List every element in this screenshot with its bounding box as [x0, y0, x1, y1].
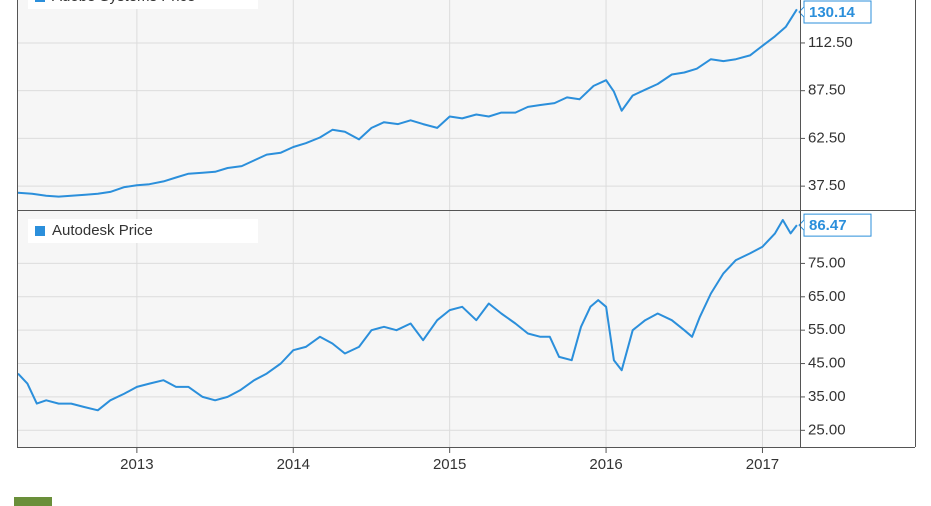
x-tick-label: 2015 — [433, 456, 466, 473]
legend-box — [28, 219, 258, 243]
legend-label: Autodesk Price — [52, 222, 153, 239]
y-tick-label: 65.00 — [808, 288, 846, 305]
legend-box — [28, 0, 258, 9]
price-line — [17, 8, 798, 198]
x-tick-label: 2013 — [120, 456, 153, 473]
legend-swatch — [35, 0, 45, 2]
legend-swatch — [35, 226, 45, 236]
x-tick-label: 2016 — [589, 456, 622, 473]
x-tick-label: 2017 — [746, 456, 779, 473]
last-value-label: 130.14 — [809, 4, 856, 21]
y-tick-label: 87.50 — [808, 82, 846, 99]
legend-label: Adobe Systems Price — [52, 0, 195, 5]
last-value-label: 86.47 — [809, 217, 847, 234]
panel: 37.50 62.50 87.50 112.50 Adobe Systems Price… — [17, 0, 872, 210]
y-tick-label: 45.00 — [808, 355, 846, 372]
last-value-pointer — [798, 6, 805, 18]
y-tick-label: 25.00 — [808, 421, 846, 438]
y-tick-label: 35.00 — [808, 388, 846, 405]
last-value-pointer — [798, 219, 805, 231]
y-tick-label: 37.50 — [808, 177, 846, 194]
y-tick-label: 75.00 — [808, 254, 846, 271]
y-tick-label: 55.00 — [808, 321, 846, 338]
panel: 2013 2014 2015 2016 2017 25.00 35.00 45.00 55.00… — [17, 210, 872, 473]
y-tick-label: 112.50 — [808, 34, 853, 51]
price-line — [17, 219, 798, 412]
x-tick-label: 2014 — [277, 456, 310, 473]
y-tick-label: 62.50 — [808, 129, 846, 146]
logo — [14, 497, 52, 506]
